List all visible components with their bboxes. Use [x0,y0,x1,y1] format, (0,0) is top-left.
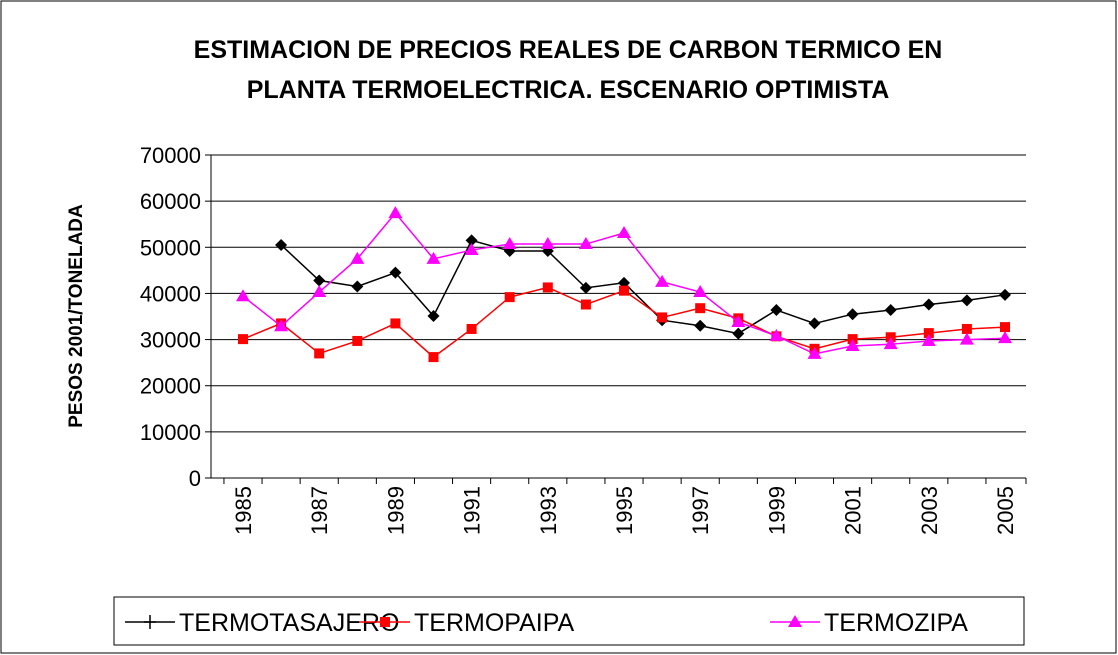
data-point [578,237,593,250]
y-tick-label: 0 [189,466,201,491]
series-line [280,239,1006,335]
data-point [770,304,783,317]
x-tick-label: 2001 [841,486,866,535]
data-point [426,251,441,264]
x-tick-label: 1993 [536,486,561,535]
data-point [275,238,288,251]
x-tick-label: 2005 [993,486,1018,535]
legend-box [113,596,1025,646]
chart-title: PLANTA TERMOELECTRICA. ESCENARIO OPTIMIS… [247,76,890,104]
data-point [921,333,936,346]
data-point [312,285,327,298]
data-point [655,274,670,287]
data-point [657,312,668,323]
data-point [504,292,515,303]
data-point [236,289,250,302]
data-point [1000,322,1010,333]
data-point [390,318,401,329]
data-point [427,310,440,323]
y-tick-label: 40000 [140,281,201,306]
data-point [389,266,402,279]
data-point [313,274,326,287]
data-point [808,317,821,330]
data-point [695,303,706,314]
legend-marker [380,617,390,627]
data-point [959,332,974,345]
data-point [540,237,555,250]
data-point [961,323,972,334]
data-point [807,346,822,359]
x-tick-label: 1989 [383,486,408,535]
x-tick-label: 1985 [231,486,256,535]
data-point [998,331,1012,344]
legend-marker [144,615,156,629]
legend-marker [788,615,802,627]
chart-title: ESTIMACION DE PRECIOS REALES DE CARBON T… [194,36,943,64]
data-point [580,299,591,310]
data-point [619,285,629,296]
legend-label: TERMOZIPA [824,609,968,637]
y-tick-label: 60000 [140,189,201,214]
legend-label: TERMOPAIPA [414,609,575,637]
y-tick-label: 50000 [140,235,201,260]
data-point [542,282,553,293]
data-point [428,352,439,363]
data-point [732,327,745,340]
data-point [884,304,897,317]
data-point [464,243,479,256]
legend-label: TERMOTASAJERO [179,609,399,637]
data-point [923,328,934,339]
x-tick-label: 1991 [460,486,485,535]
data-point [351,280,364,293]
y-axis-title: PESOS 2001/TONELADA [66,204,87,428]
data-point [238,334,248,345]
data-point [922,298,935,311]
data-point [769,328,784,341]
y-tick-label: 10000 [140,420,201,445]
y-tick-label: 20000 [140,374,201,399]
data-point [845,339,860,352]
data-point [274,319,289,332]
data-point [314,348,325,359]
data-point [352,335,363,346]
data-point [693,285,708,298]
data-point [883,337,898,350]
x-tick-label: 1999 [764,486,789,535]
data-point [999,288,1011,301]
data-point [846,308,859,321]
x-tick-label: 1997 [688,486,713,535]
data-point [731,315,746,328]
data-point [388,206,403,219]
data-point [617,225,631,238]
y-tick-label: 30000 [140,328,201,353]
data-point [502,237,517,250]
x-tick-label: 1987 [307,486,332,535]
x-tick-label: 2003 [917,486,942,535]
data-point [960,294,973,307]
data-point [465,234,478,247]
data-point [579,281,592,294]
data-point [466,323,477,334]
data-point [694,319,707,332]
x-tick-label: 1995 [612,486,637,535]
data-point [350,251,365,264]
y-tick-label: 70000 [140,143,201,168]
